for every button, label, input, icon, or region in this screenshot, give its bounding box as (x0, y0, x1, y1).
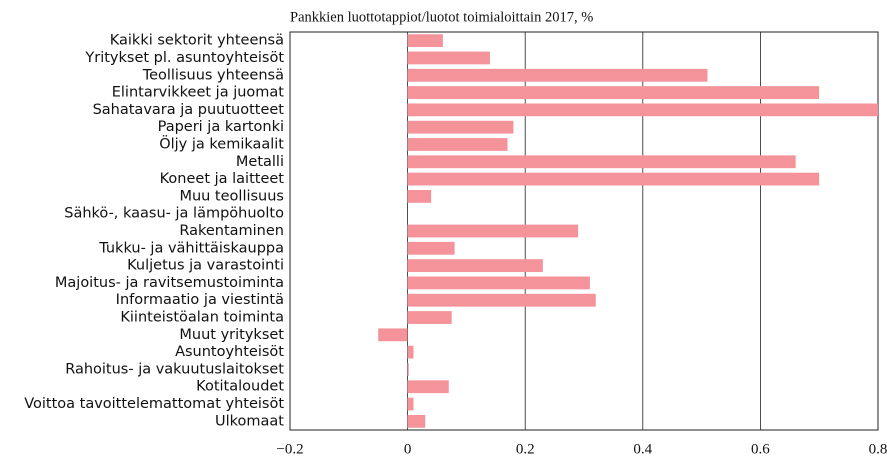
bar (407, 259, 543, 273)
bar (407, 138, 508, 151)
x-tick-label: 0.2 (516, 441, 535, 457)
y-tick-label: Öljy ja kemikaalit (159, 134, 284, 152)
bar (407, 363, 409, 376)
chart-title: Pankkien luottotappiot/luotot toimialoit… (290, 9, 593, 25)
y-tick-label: Kiinteistöalan toiminta (120, 310, 284, 326)
y-tick-label: Informaatio ja viestintä (116, 292, 284, 308)
x-tick-label: 0.4 (633, 441, 652, 457)
bar (407, 155, 796, 169)
bar (378, 328, 408, 342)
y-tick-label: Muu teollisuus (179, 188, 284, 204)
y-tick-label: Elintarvikkeet ja juomat (112, 85, 285, 101)
x-tick-label: −0.2 (276, 441, 303, 457)
x-tick-label: 0.8 (869, 441, 887, 457)
bar (407, 311, 452, 324)
bar (407, 224, 579, 238)
y-tick-label: Kaikki sektorit yhteensä (110, 33, 284, 49)
bar (407, 120, 514, 134)
y-tick-label: Kotitaloudet (196, 379, 284, 395)
bar (407, 189, 432, 203)
y-tick-label: Metalli (236, 154, 284, 170)
bar (407, 86, 820, 99)
y-tick-label: Sähkö-, kaasu- ja lämpöhuolto (64, 206, 284, 222)
bar (407, 397, 414, 411)
bar (407, 241, 455, 255)
bar (407, 276, 590, 290)
y-tick-label: Koneet ja laitteet (160, 171, 285, 187)
y-tick-label: Kuljetus ja varastointi (127, 258, 284, 274)
bar (407, 293, 596, 307)
y-tick-label: Rakentaminen (179, 223, 284, 239)
bar (407, 103, 878, 117)
y-tick-label: Voittoa tavoittelemattomat yhteisöt (24, 396, 284, 412)
y-tick-label: Muut yritykset (179, 327, 284, 343)
y-tick-label: Sahatavara ja puutuotteet (93, 102, 285, 118)
y-tick-label: Rahoitus- ja vakuutuslaitokset (65, 361, 284, 377)
bar (407, 345, 414, 359)
y-tick-label: Majoitus- ja ravitsemustoiminta (55, 275, 284, 291)
bar (407, 51, 490, 65)
y-tick-label: Ulkomaat (215, 413, 284, 429)
y-tick-label: Tukku- ja vähittäiskauppa (98, 240, 284, 256)
x-tick-label: 0.6 (751, 441, 770, 457)
bar (407, 172, 820, 186)
y-tick-label: Teollisuus yhteensä (142, 67, 284, 83)
x-tick-label: 0 (404, 441, 412, 457)
bar (407, 34, 443, 48)
y-tick-label: Yritykset pl. asuntoyhteisöt (84, 50, 284, 66)
y-tick-label: Paperi ja kartonki (158, 119, 284, 135)
bar (407, 68, 708, 82)
bar (407, 414, 426, 428)
y-tick-label: Asuntoyhteisöt (175, 344, 284, 360)
bar (407, 380, 449, 394)
